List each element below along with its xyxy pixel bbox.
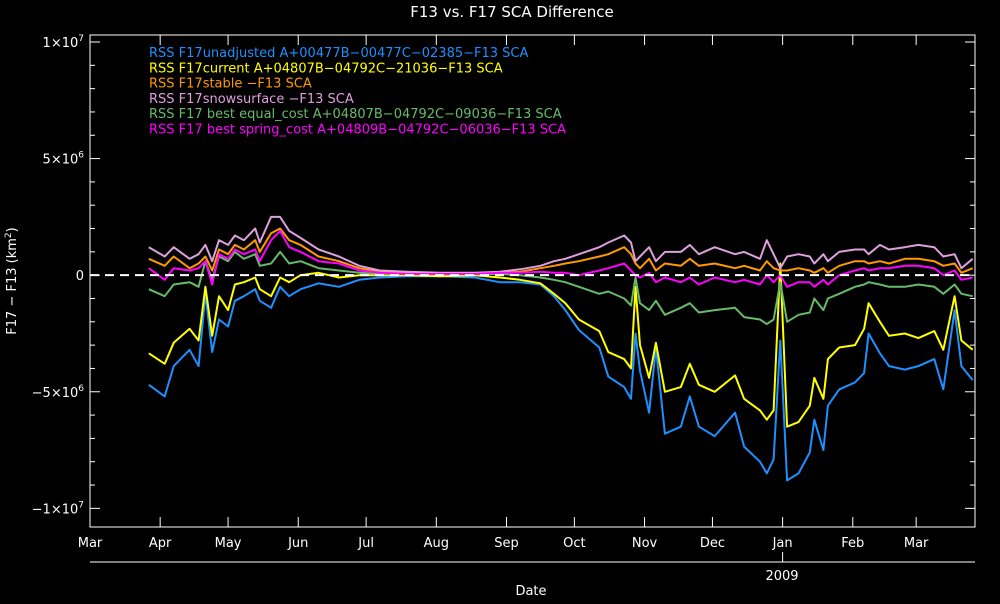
legend-entry: RSS F17 best equal_cost A+04807B−04792C−… [149,107,562,122]
x-tick-label: Nov [632,536,658,551]
x-axis-label: Date [515,584,546,599]
legend: RSS F17unadjusted A+00477B−00477C−02385−… [149,46,566,138]
y-tick-label: 0 [76,269,84,284]
x-tick-label: Dec [700,536,725,551]
year-label: 2009 [765,569,798,584]
plot-frame [89,34,976,528]
y-tick-label: 5×106 [43,151,85,168]
y-tick-label: −5×106 [32,384,85,401]
y-tick-label: 1×107 [43,34,84,51]
axis-layer: 1×107 5×106 0 −5×106 −1×107 Mar Apr May Jun Jul Au… [32,34,975,562]
x-tick-label: Jun [287,536,308,551]
x-tick-label: Jan [772,536,793,551]
legend-entry: RSS F17snowsurface −F13 SCA [149,92,354,107]
series-layer [148,215,974,482]
series-line-2 [148,262,974,428]
series-line-4 [148,215,974,274]
x-tick-label: Mar [78,536,103,551]
legend-entry: RSS F17 best spring_cost A+04809B−04792C… [149,123,566,138]
x-tick-label: Jul [357,536,374,551]
x-tick-label: May [215,536,242,551]
x-tick-label: Oct [563,536,585,551]
chart-title: F13 vs. F17 SCA Difference [410,3,614,21]
x-tick-label: Mar [904,536,929,551]
x-tick-label: Aug [424,536,449,551]
series-line-5 [148,250,973,326]
legend-entry: RSS F17unadjusted A+00477B−00477C−02385−… [149,46,528,61]
y-axis-label: F17 − F13 (km2) [4,227,20,334]
legend-entry: RSS F17current A+04807B−04792C−21036−F13… [149,61,503,76]
series-line-3 [148,227,974,275]
x-tick-label: Apr [149,536,172,551]
series-line-1 [148,275,974,482]
x-tick-label: Feb [841,536,864,551]
legend-entry: RSS F17stable −F13 SCA [149,77,312,92]
x-tick-label: Sep [494,536,519,551]
series-line-6 [148,229,973,288]
y-tick-label: −1×107 [32,500,84,517]
